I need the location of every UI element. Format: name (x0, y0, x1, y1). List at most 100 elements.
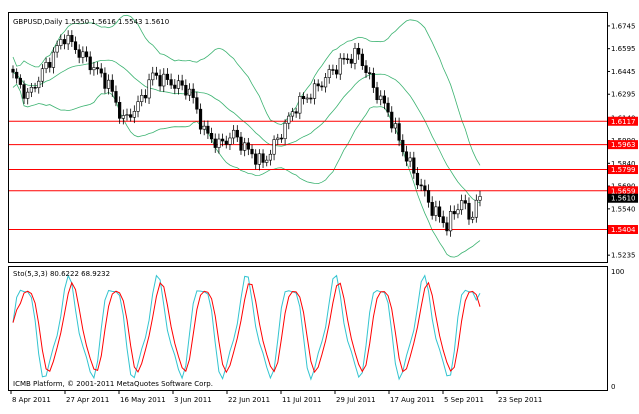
price-tick-label: 1.6445 (611, 68, 636, 76)
candle-body (390, 111, 394, 129)
stochastic-lines (12, 274, 481, 381)
candle (154, 66, 159, 80)
candle (132, 105, 136, 124)
candle (471, 211, 475, 224)
candle-body (323, 77, 328, 88)
current-price-badge: 1.5610 (608, 193, 638, 203)
candle-body (154, 72, 159, 76)
candle-body (158, 75, 162, 87)
candle-body (474, 199, 478, 218)
candle-body (209, 133, 214, 140)
candle-body (360, 53, 364, 66)
candle-body (228, 137, 232, 145)
candle (386, 97, 390, 118)
candle-body (239, 136, 243, 151)
candle-body (132, 111, 136, 118)
candle-body (187, 88, 192, 96)
candle (26, 87, 30, 105)
candle-body (73, 41, 78, 50)
candle (151, 66, 155, 86)
candle-body (66, 35, 70, 45)
candle-body (169, 79, 173, 86)
candle (29, 83, 33, 98)
candle (272, 135, 276, 161)
time-tick-label: 27 Apr 2011 (66, 396, 109, 404)
candle-body (55, 45, 59, 53)
candle-body (11, 68, 15, 73)
candle (224, 135, 228, 149)
candle-body (312, 83, 317, 99)
candle-body (44, 62, 48, 70)
candle (460, 194, 464, 215)
copyright-text: ICMB Platform, © 2001-2011 MetaQuotes So… (13, 380, 213, 388)
candle (437, 200, 442, 223)
candle (364, 60, 368, 78)
candle-body (401, 139, 405, 153)
candle-body (419, 184, 423, 187)
candle-body (393, 123, 398, 129)
level-badge: 1.5799 (608, 165, 638, 175)
candle (99, 63, 103, 78)
candle-body (272, 139, 276, 155)
candle (379, 90, 383, 106)
candle-body (33, 86, 37, 89)
candle (180, 74, 184, 91)
candle-body (246, 142, 250, 150)
candle (169, 73, 173, 90)
candle-body (51, 51, 56, 68)
candle-body (375, 87, 379, 101)
candle-body (125, 114, 129, 116)
candle (419, 178, 423, 192)
candle (59, 34, 63, 50)
candle-body (290, 111, 295, 117)
candle (165, 68, 170, 85)
candle-body (95, 67, 100, 70)
level-badge: 1.6117 (608, 116, 638, 126)
candle-body (342, 57, 346, 60)
candle-body (110, 79, 114, 92)
candle-body (40, 68, 45, 82)
stochastic-main-line (12, 274, 481, 381)
candle (346, 53, 350, 64)
candle (213, 133, 217, 153)
level-badge-box (608, 186, 638, 196)
candle (136, 95, 140, 118)
candle (176, 74, 181, 95)
candle-body (70, 35, 74, 43)
candle-body (331, 69, 335, 71)
candle-body (294, 111, 298, 114)
chart-header: GBPUSD,Daily 1.5550 1.5616 1.5543 1.5610 (13, 18, 169, 26)
candle-body (232, 129, 236, 139)
candle-body (463, 200, 467, 204)
candle-body (338, 57, 342, 75)
candle-body (379, 95, 383, 101)
candle (268, 149, 273, 166)
candle (48, 57, 52, 73)
candle-body (353, 47, 357, 64)
candle-body (84, 51, 89, 58)
candle (368, 67, 372, 80)
candle-body (268, 153, 273, 161)
candle (305, 93, 309, 104)
main-chart-panel[interactable] (8, 12, 608, 263)
candle-body (327, 69, 331, 78)
candle (290, 107, 295, 121)
candle (353, 42, 357, 70)
candle-body (254, 153, 258, 165)
level-badge-label: 1.5963 (611, 141, 636, 149)
candle-body (147, 79, 151, 99)
level-badge: 1.5659 (608, 186, 638, 196)
candle (18, 74, 22, 89)
candle-body (77, 49, 81, 58)
candle (375, 81, 379, 104)
horizontal-levels (9, 120, 607, 231)
candle-body (460, 200, 464, 211)
candle-body (382, 95, 386, 104)
stochastic-scale-max: 100 (611, 268, 624, 276)
candle (11, 65, 15, 79)
candle-body (430, 202, 434, 216)
candle (456, 203, 460, 219)
candle-body (173, 84, 177, 89)
